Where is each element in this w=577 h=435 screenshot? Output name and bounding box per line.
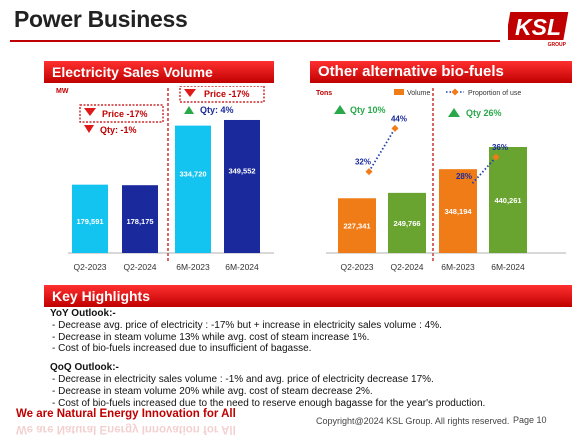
yoy-outlook-heading: YoY Outlook:- (50, 308, 116, 319)
biofuel-qoq-qty-label: Qty 10% (350, 105, 386, 115)
biofuel-section-header: Other alternative bio-fuels (310, 61, 572, 83)
electricity-value-label: 334,720 (179, 169, 206, 178)
qoq-outlook-heading: QoQ Outlook:- (50, 362, 119, 374)
qoq-qty-down-arrow-icon (84, 125, 94, 133)
proportion-line-segment (469, 156, 497, 187)
qoq-item: - Decrease in electricity sales volume :… (52, 373, 434, 385)
qoq-qty-up-arrow-icon (334, 105, 346, 114)
proportion-line-segment (368, 127, 396, 173)
biofuel-volume-bar (489, 147, 527, 253)
biofuel-volume-bar (388, 192, 426, 253)
legend-proportion-label: Proportion of use (468, 90, 521, 97)
electricity-value-label: 179,591 (76, 217, 103, 226)
electricity-bar (224, 119, 260, 253)
biofuel-ytd-qty-label: Qty 26% (466, 108, 502, 118)
svg-text:GROUP: GROUP (548, 42, 567, 48)
key-highlights-header: Key Highlights (44, 285, 572, 307)
qoq-price-callout-box (79, 104, 164, 123)
electricity-value-label: 349,552 (228, 166, 255, 175)
copyright: Copyright@2024 KSL Group. All rights res… (316, 416, 510, 426)
electricity-unit-label: MW (56, 88, 69, 95)
yoy-item: - Cost of bio-fuels increased due to ins… (52, 343, 312, 355)
electricity-bar (72, 184, 108, 253)
biofuel-chart: Tons Volume Proportion of use Qty 10% Qt… (316, 88, 566, 272)
page-number: Page 10 (513, 415, 547, 425)
biofuel-unit-label: Tons (316, 90, 332, 97)
biofuel-value-label: 249,766 (393, 219, 420, 228)
electricity-category-label: Q2-2024 (123, 262, 156, 272)
legend-volume-swatch (394, 89, 404, 95)
proportion-value-label: 32% (355, 158, 371, 167)
yoy-item: - Decrease avg. price of electricity : -… (52, 319, 442, 331)
biofuel-category-label: 6M-2024 (491, 262, 525, 272)
title-divider (10, 40, 500, 42)
svg-text:KSL: KSL (515, 14, 561, 40)
qoq-price-down-arrow-icon (84, 108, 96, 116)
proportion-point (466, 182, 474, 190)
ytd-qty-label: Qty: 4% (200, 105, 234, 115)
qoq-qty-label: Qty: -1% (100, 125, 137, 135)
biofuel-category-label: 6M-2023 (441, 262, 475, 272)
electricity-category-label: 6M-2024 (225, 262, 259, 272)
proportion-value-label: 28% (456, 172, 472, 181)
proportion-point (391, 124, 399, 132)
biofuel-value-label: 440,261 (494, 196, 521, 205)
tagline-reflection: We are Natural Energy Innovation for All (16, 423, 236, 435)
electricity-bar (122, 185, 158, 253)
electricity-bar (175, 125, 211, 253)
page-title: Power Business (14, 6, 188, 32)
qoq-item: - Decrease in steam volume 20% while avg… (52, 385, 373, 397)
biofuel-value-label: 227,341 (343, 222, 370, 231)
ytd-price-callout-box (179, 86, 265, 103)
electricity-category-label: 6M-2023 (176, 262, 210, 272)
proportion-value-label: 36% (492, 143, 508, 152)
yoy-item: - Decrease in steam volume 13% while avg… (52, 331, 370, 343)
ytd-qty-up-arrow-icon (184, 106, 194, 114)
ksl-logo: KSL GROUP (508, 12, 569, 48)
tagline: We are Natural Energy Innovation for All (16, 408, 236, 420)
ytd-price-label: Price -17% (204, 89, 250, 99)
legend-volume-label: Volume (407, 90, 430, 97)
proportion-point (365, 168, 373, 176)
ytd-qty-up-arrow-icon-bio (448, 108, 460, 117)
electricity-section-header: Electricity Sales Volume (44, 61, 274, 83)
electricity-value-label: 178,175 (126, 217, 153, 226)
highlights-body: YoY Outlook:- - Decrease avg. price of e… (50, 308, 570, 409)
biofuel-value-label: 348,194 (444, 207, 472, 216)
proportion-point (492, 153, 500, 161)
qoq-item: - Cost of bio-fuels increased due to the… (52, 397, 486, 409)
qoq-price-label: Price -17% (102, 109, 148, 119)
ytd-price-down-arrow-icon (184, 89, 196, 97)
electricity-category-label: Q2-2023 (73, 262, 106, 272)
legend-proportion-marker (451, 88, 459, 96)
biofuel-category-label: Q2-2023 (340, 262, 373, 272)
electricity-chart: MW Price -17% Qty: -1% Price -17% Qty: 4… (56, 86, 274, 272)
proportion-value-label: 44% (391, 114, 407, 123)
biofuel-volume-bar (338, 198, 376, 253)
biofuel-category-label: Q2-2024 (390, 262, 423, 272)
